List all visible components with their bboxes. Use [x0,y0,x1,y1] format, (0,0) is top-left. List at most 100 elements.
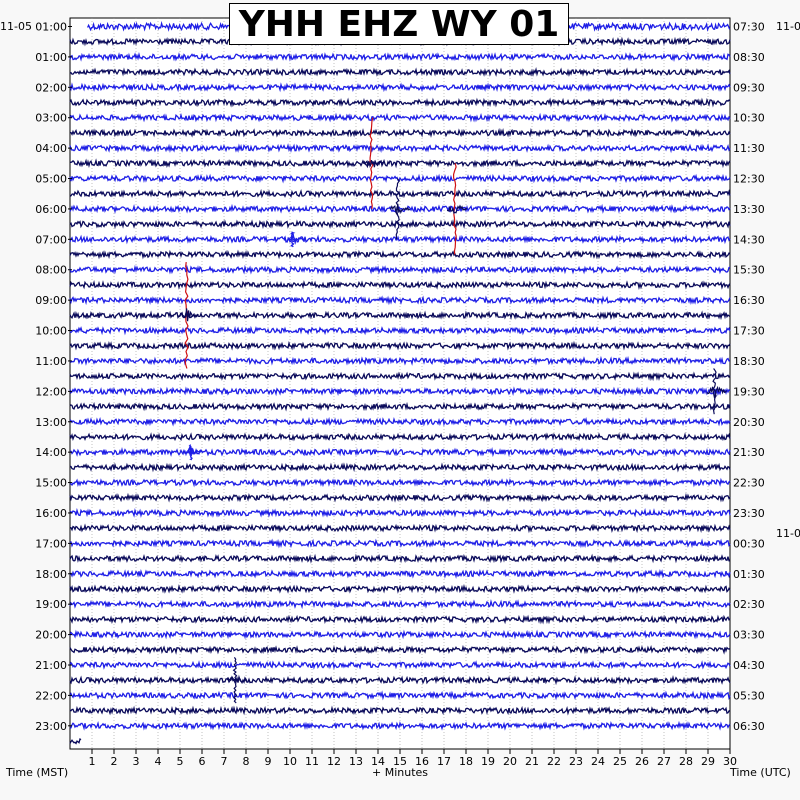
left-time-label: 18:00 [35,568,67,581]
trace [69,295,731,306]
event-burst [283,231,305,245]
x-tick-label: 13 [349,755,363,768]
trace [69,738,82,745]
trace [69,416,731,427]
trace [69,507,731,518]
trace [69,568,731,579]
left-time-label: 09:00 [35,294,67,307]
trace [70,158,731,169]
date-right-mid: 11-06 [776,527,800,540]
x-tick-label: 6 [199,755,206,768]
trace [69,690,731,701]
left-time-label: 13:00 [35,416,67,429]
trace [69,599,731,610]
trace [69,325,731,336]
right-time-label: 21:30 [733,446,765,459]
x-tick-label: 29 [701,755,715,768]
left-time-label: 16:00 [35,507,67,520]
trace [69,523,731,534]
right-ticks: 07:30 08:30 09:30 10:30 11:30 12:30 13:30 14:30… [733,21,765,733]
trace [69,629,731,640]
x-tick-label: 1 [89,755,96,768]
right-time-label: 19:30 [733,385,765,398]
right-time-label: 09:30 [733,81,765,94]
trace [69,219,731,230]
x-tick-label: 4 [155,755,162,768]
x-tick-label: 28 [679,755,693,768]
trace [69,583,731,594]
left-time-label: 07:00 [35,233,67,246]
trace [69,234,731,245]
right-time-label: 15:30 [733,264,765,277]
left-time-label: 05:00 [35,173,67,186]
date-right-top: 11-05 [776,20,800,33]
right-time-label: 12:30 [733,173,765,186]
trace [69,644,731,655]
x-tick-label: 3 [133,755,140,768]
x-tick-label: 30 [723,755,737,768]
left-time-label: 20:00 [35,629,67,642]
right-time-label: 07:30 [733,21,765,34]
x-label: + Minutes [372,766,429,779]
right-time-label: 22:30 [733,477,765,490]
trace [69,660,731,670]
trace [69,386,731,397]
trace [69,249,731,260]
left-time-label: 22:00 [35,689,67,702]
trace [69,51,731,62]
right-time-label: 00:30 [733,537,765,550]
x-tick-label: 27 [657,755,671,768]
right-time-label: 23:30 [733,507,765,520]
x-tick-label: 7 [221,755,228,768]
y-label-right: Time (UTC) [730,766,791,779]
left-time-label: 06:00 [35,203,67,216]
x-tick-label: 24 [591,755,605,768]
right-time-label: 10:30 [733,112,765,125]
left-time-label: 08:00 [35,264,67,277]
left-time-label: 02:00 [35,81,67,94]
x-tick-label: 5 [177,755,184,768]
left-ticks: 01:00 01:00 02:00 03:00 04:00 05:00 06:00 07:00… [35,21,72,733]
x-tick-label: 19 [481,755,495,768]
event-burst [182,446,204,457]
trace [69,82,731,93]
trace [69,279,731,291]
trace [69,188,731,199]
trace [69,446,731,458]
trace [69,173,731,184]
right-time-label: 05:30 [733,689,765,702]
x-tick-label: 22 [547,755,561,768]
x-tick-label: 21 [525,755,539,768]
right-time-label: 08:30 [733,51,765,64]
trace [69,67,731,77]
x-ticks: 1 2 3 4 5 6 7 8 9 10 11 12 13 14 15 16 17 18 19 20 21 22 23 24 2… [89,749,737,768]
trace [69,720,731,731]
right-time-label: 20:30 [733,416,765,429]
x-tick-label: 11 [305,755,319,768]
x-tick-label: 23 [569,755,583,768]
left-time-label: 12:00 [35,385,67,398]
event-burst [446,204,468,214]
right-time-label: 04:30 [733,659,765,672]
date-left: 11-05 [0,20,32,33]
trace [69,614,731,625]
x-tick-label: 8 [243,755,250,768]
x-tick-label: 20 [503,755,517,768]
x-tick-label: 26 [635,755,649,768]
left-time-label: 15:00 [35,477,67,490]
right-time-label: 06:30 [733,720,765,733]
right-time-label: 14:30 [733,233,765,246]
right-time-label: 11:30 [733,142,765,155]
trace [69,340,731,351]
left-time-label: 19:00 [35,598,67,611]
left-time-label: 23:00 [35,720,67,733]
trace [69,432,731,443]
chart-title: YHH EHZ WY 01 [229,3,569,45]
x-tick-label: 12 [327,755,341,768]
right-time-label: 16:30 [733,294,765,307]
trace [69,492,731,503]
trace [69,477,731,488]
left-time-label: 17:00 [35,537,67,550]
right-time-label: 03:30 [733,629,765,642]
trace [69,675,731,686]
